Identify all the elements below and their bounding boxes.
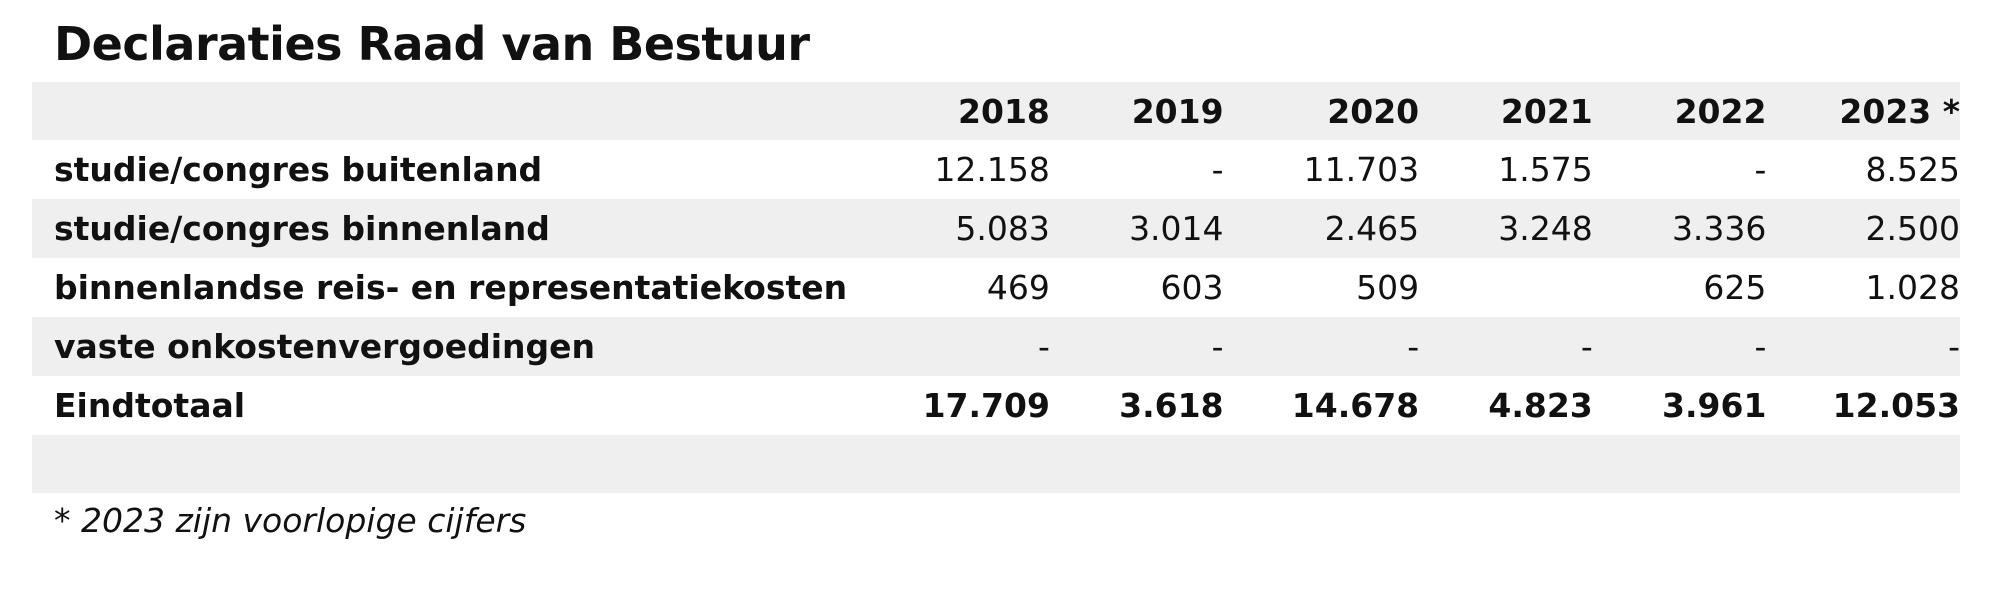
table-row: studie/congres buitenland 12.158 - 11.70… [32,140,1960,199]
table-spacer-row [32,435,1960,493]
row-label: binnenlandse reis- en representatiekoste… [54,268,848,307]
table-cell: 2.500 [1865,209,1961,248]
table-row: studie/congres binnenland 5.083 3.014 2.… [32,199,1960,258]
header-year: 2019 [1131,91,1224,131]
table-cell: 12.158 [934,150,1050,189]
table-cell: 8.525 [1865,150,1961,189]
total-cell: 12.053 [1832,386,1961,425]
header-year: 2018 [958,91,1050,131]
table-cell: - [1037,327,1050,366]
total-label: Eindtotaal [54,386,246,425]
table-cell: - [1211,150,1224,189]
table-cell: - [1948,327,1961,366]
table-cell: - [1407,327,1420,366]
total-cell: 3.961 [1662,386,1767,425]
total-cell: 3.618 [1119,386,1224,425]
table-cell: 3.336 [1671,209,1767,248]
header-year: 2021 [1500,91,1593,131]
header-year: 2022 [1674,91,1767,131]
table-cell: 2.465 [1324,209,1420,248]
table-cell: 11.703 [1303,150,1420,189]
total-cell: 4.823 [1488,386,1593,425]
table-cell: 3.248 [1498,209,1593,248]
row-label: vaste onkostenvergoedingen [54,327,596,366]
header-year: 2020 [1327,91,1420,131]
table-cell: 509 [1356,268,1420,307]
page-title: Declaraties Raad van Bestuur [54,17,810,71]
table-cell: - [1211,327,1224,366]
table-cell: - [1580,327,1593,366]
row-label: studie/congres binnenland [54,209,550,248]
declarations-table: 2018 2019 2020 2021 2022 2023 * studie/c… [32,82,1960,493]
table-cell: 3.014 [1129,209,1224,248]
footnote: * 2023 zijn voorlopige cijfers [54,501,527,540]
table-cell: 1.575 [1498,150,1593,189]
table-total-row: Eindtotaal 17.709 3.618 14.678 4.823 3.9… [32,376,1960,435]
table-cell: - [1754,150,1767,189]
total-cell: 14.678 [1291,386,1420,425]
table-cell: 625 [1703,268,1767,307]
table-cell: 1.028 [1865,268,1961,307]
table-row: vaste onkostenvergoedingen - - - - - - [32,317,1960,376]
table-row: binnenlandse reis- en representatiekoste… [32,258,1960,317]
table-cell: 5.083 [955,209,1050,248]
header-year: 2023 * [1839,91,1961,131]
table-cell: - [1754,327,1767,366]
table-cell: 469 [986,268,1050,307]
table-header-row: 2018 2019 2020 2021 2022 2023 * [32,82,1960,140]
table-cell: 603 [1160,268,1224,307]
row-label: studie/congres buitenland [54,150,543,189]
total-cell: 17.709 [922,386,1050,425]
